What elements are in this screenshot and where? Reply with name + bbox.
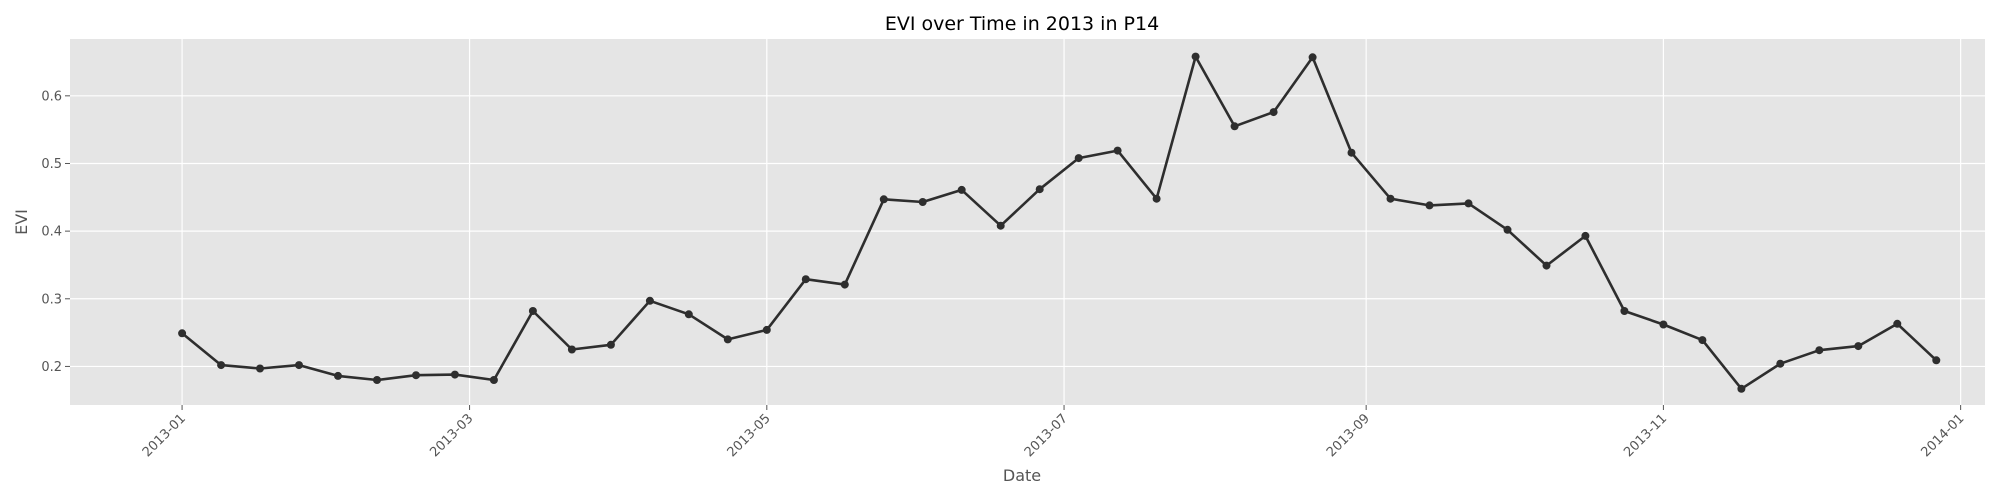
data-point [918,198,927,206]
data-point [528,307,537,315]
data-point [1386,194,1395,203]
y-tick-label: 0.6 [41,89,62,104]
data-point [1152,194,1161,203]
data-point [1854,342,1863,351]
evi-series-line [181,55,1938,391]
y-tick-label: 0.5 [41,157,62,172]
data-point [567,345,576,354]
data-point [1581,231,1590,240]
data-point [801,275,810,284]
data-point [1893,319,1902,328]
data-point [1308,53,1317,62]
x-tick-label: 2013-03 [427,411,476,460]
evi-series-points [178,52,1941,393]
data-point [334,371,342,380]
data-point [723,335,732,344]
x-tick-label: 2013-07 [1022,411,1071,460]
plot-area [70,39,1985,405]
data-point [1776,359,1785,368]
data-point [1737,384,1746,393]
data-point [645,296,654,305]
x-axis: 2013-01 2013-03 2013-05 2013-07 2013-09 2013-… [140,405,1967,460]
x-axis-label: Date [1003,466,1041,485]
y-axis-label: EVI [12,209,31,235]
x-tick-label: 2013-09 [1324,411,1373,460]
data-point [1542,261,1551,270]
data-point [1464,199,1473,208]
data-point [1425,201,1434,210]
y-tick-label: 0.2 [41,360,62,375]
x-tick-label: 2013-01 [140,411,189,460]
data-point [840,280,849,289]
data-point [1815,346,1824,355]
data-point [450,370,459,379]
data-point [762,325,771,334]
data-point [1230,122,1239,131]
data-point [1113,146,1122,155]
data-point [178,329,187,338]
data-point [957,185,966,194]
data-point [1620,307,1629,315]
data-point [1191,52,1200,61]
y-tick-label: 0.4 [41,225,62,240]
data-point [1347,148,1356,157]
data-point [684,310,693,319]
data-point [606,340,615,349]
data-point [1503,225,1512,234]
data-point [879,195,888,204]
y-tick-label: 0.3 [41,292,62,307]
data-point [373,376,381,384]
data-point [1698,336,1707,345]
data-point [256,364,264,373]
data-point [1035,185,1044,194]
y-axis: 0.2 0.3 0.4 0.5 0.6 [41,89,70,375]
data-point [217,361,226,370]
data-point [295,361,303,370]
x-tick-label: 2014-01 [1918,411,1967,460]
x-tick-label: 2013-05 [725,411,774,460]
data-point [1074,154,1083,163]
data-point [1659,320,1668,329]
data-point [412,371,420,380]
x-tick-label: 2013-11 [1621,411,1670,460]
chart-title: EVI over Time in 2013 in P14 [885,13,1159,35]
data-point [996,221,1005,230]
data-point [489,376,498,384]
data-point [1269,108,1278,117]
data-point [1932,356,1941,365]
grid [70,39,1985,405]
